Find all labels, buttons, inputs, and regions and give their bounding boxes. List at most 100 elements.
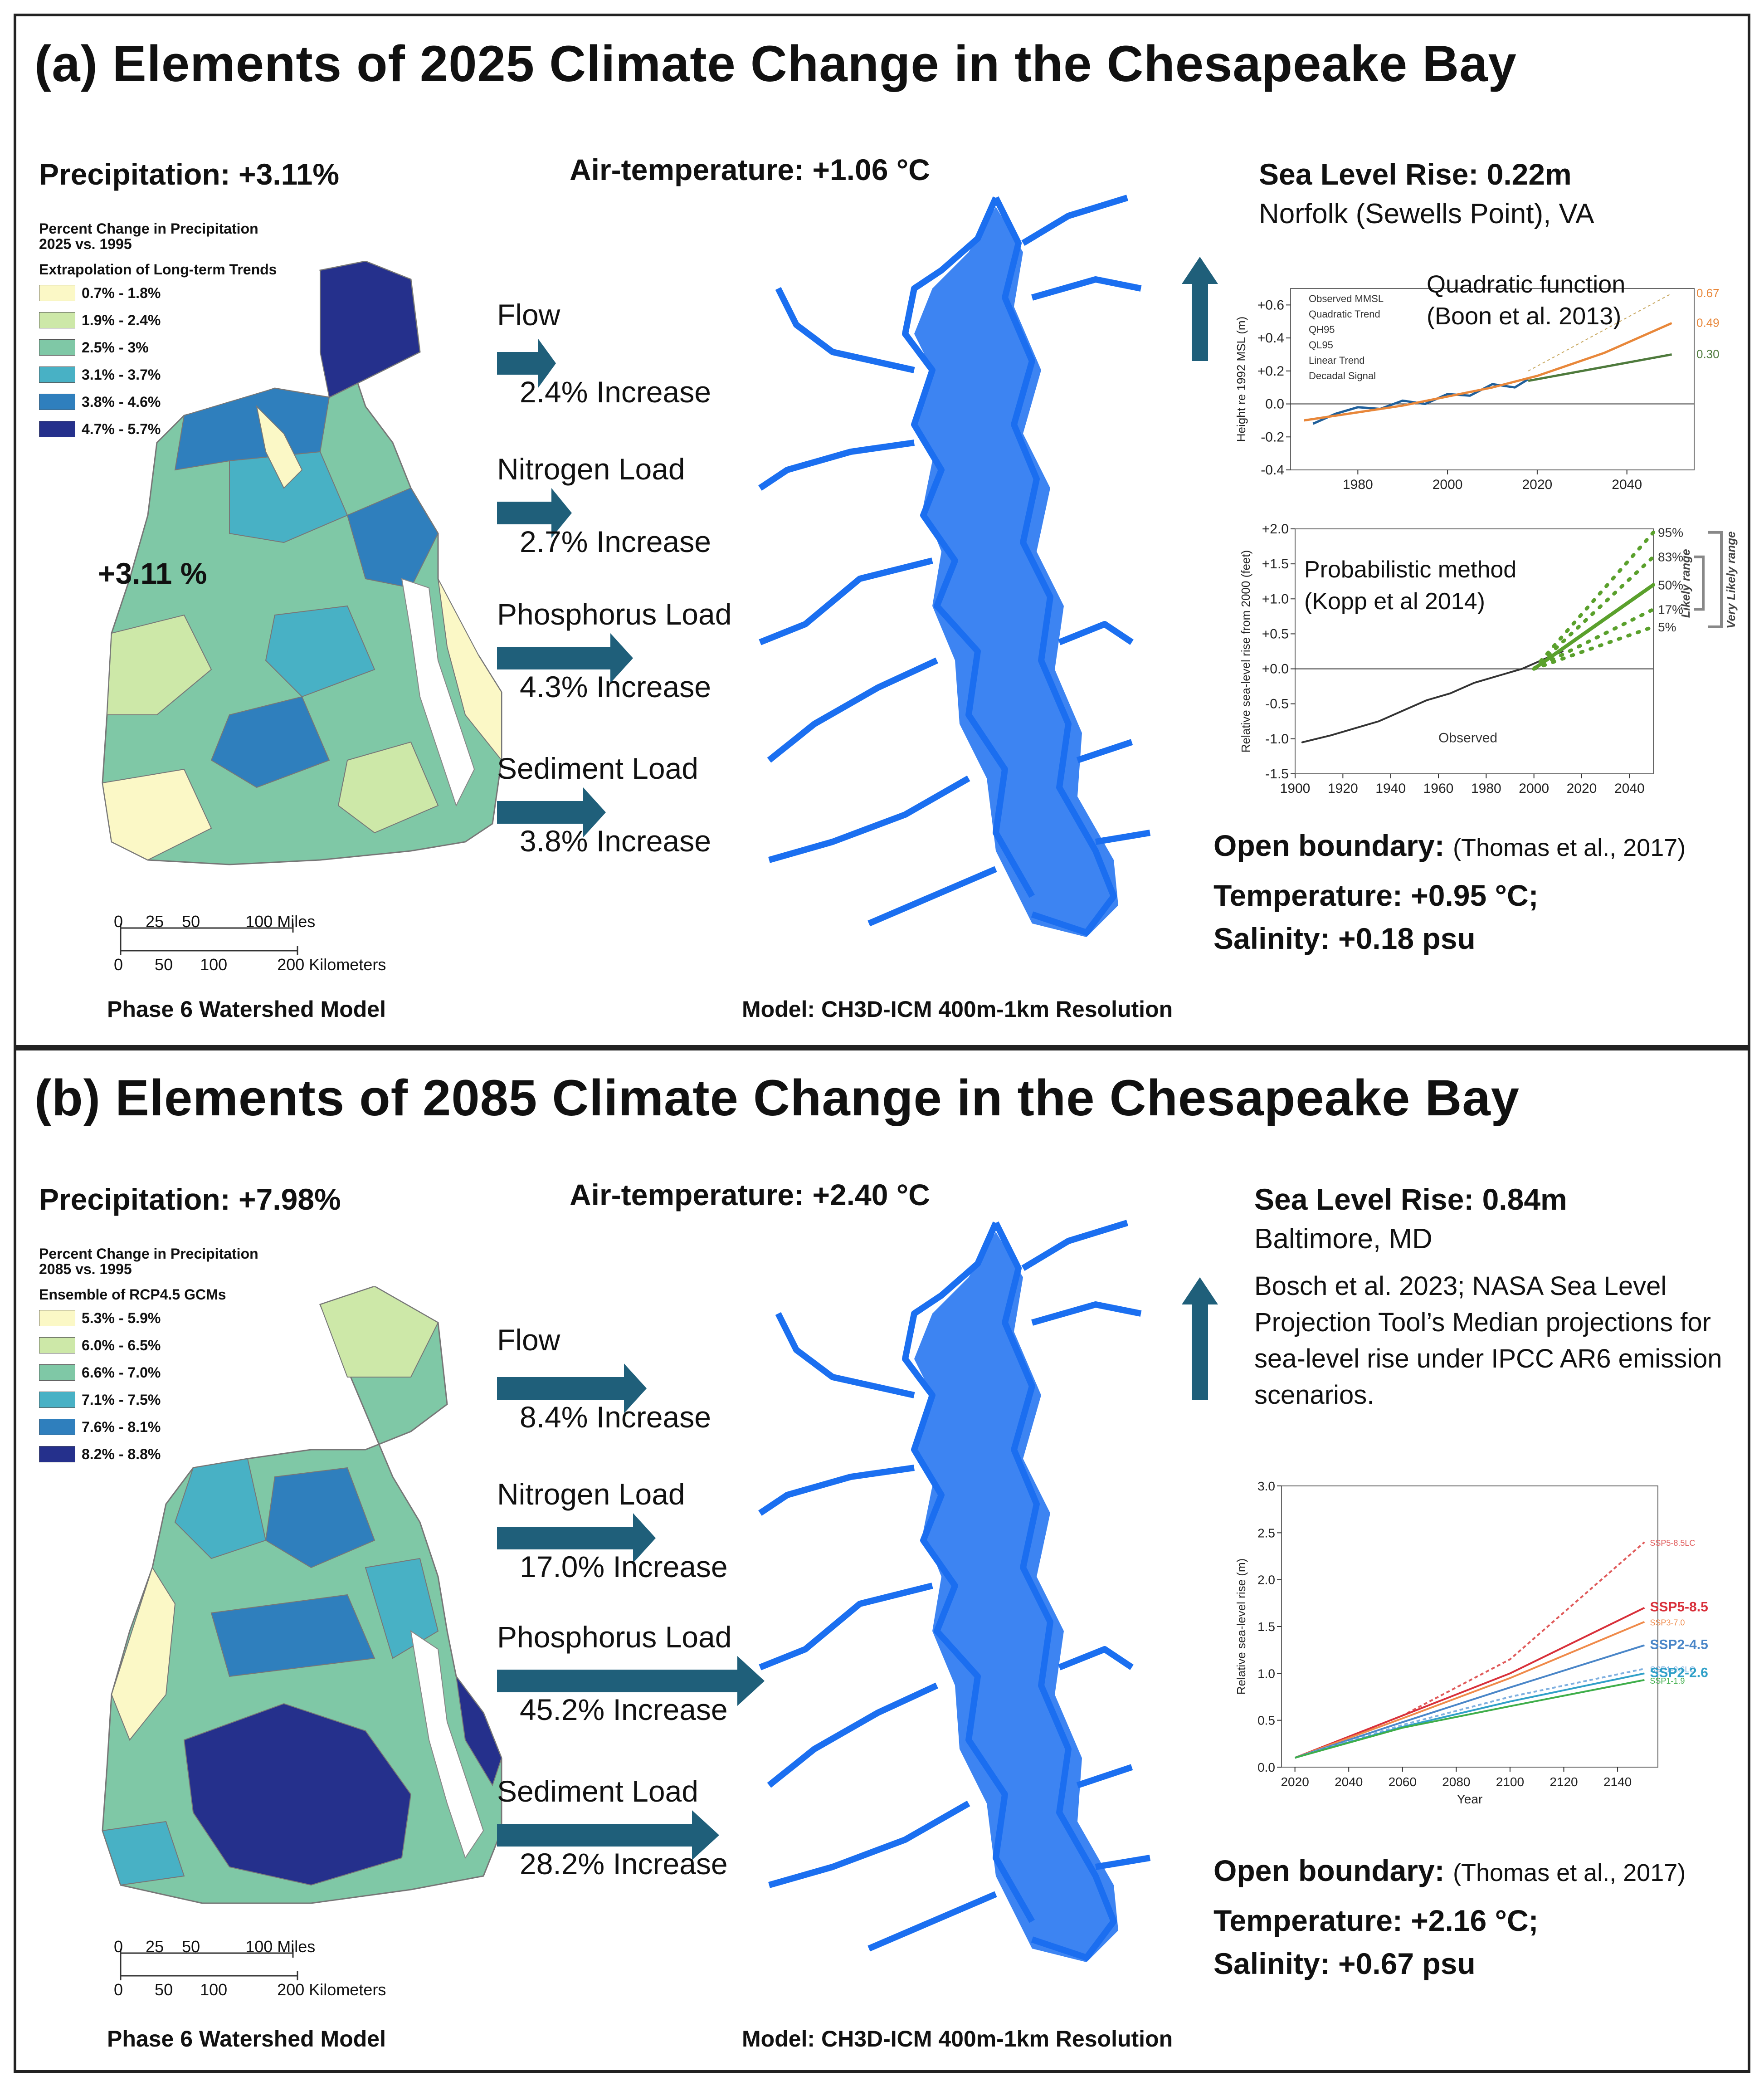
load-name-flow-b: Flow [497,1323,560,1357]
temperature-a: Temperature: +0.95 °C; [1213,879,1539,912]
x-tick-label: 1960 [1423,781,1454,796]
a-legend-label: 1.9% - 2.4% [82,312,161,328]
series-line [1294,1541,1645,1759]
b-legend-label: 7.1% - 7.5% [82,1391,161,1408]
series-label: SSP5-8.5LC [1650,1539,1695,1548]
load-name-sediment-a: Sediment Load [497,752,698,785]
scale-bar-b [120,1949,298,1980]
series-line [1532,583,1655,671]
series-label: SSP1-2.6LC [1650,1665,1695,1674]
open-boundary-b: Open boundary: (Thomas et al., 2017) [1213,1854,1686,1887]
y-tick-label: 0.0 [1265,397,1284,412]
b-legend-label: 8.2% - 8.8% [82,1446,161,1462]
panel-b: (b) Elements of 2085 Climate Change in t… [14,1048,1750,2073]
x-tick-label: 2020 [1281,1775,1309,1789]
b-legend-item: 7.6% - 8.1% [39,1418,161,1436]
slr-location-b: Baltimore, MD [1254,1223,1433,1255]
x-tick-label: 2040 [1614,781,1645,796]
slr-title-b: Sea Level Rise: 0.84m [1254,1182,1567,1216]
arrow-flow-b [497,1363,647,1413]
watershed-map-a [102,261,502,865]
load-name-nitrogen-a: Nitrogen Load [497,452,685,486]
x-tick-label: 2120 [1550,1775,1578,1789]
arrow-flow-a [497,338,556,388]
map-title-b2: 2085 vs. 1995 [39,1261,132,1277]
end-label: 0.30 [1696,347,1720,361]
a-legend-item: 4.7% - 5.7% [39,420,161,438]
very-likely-bracket [1708,531,1723,628]
scale-miles-a: 0 25 50 100 Miles [114,912,316,931]
x-tick-label: 1980 [1343,477,1373,492]
end-label: 0.67 [1696,286,1720,300]
y-tick-label: -1.5 [1265,767,1289,782]
panel-b-title: (b) Elements of 2085 Climate Change in t… [34,1070,1520,1126]
b-legend-item: 6.6% - 7.0% [39,1363,161,1382]
y-axis-label: Relative sea-level rise (m) [1234,1558,1248,1695]
y-tick-label: 1.5 [1257,1620,1275,1634]
arrow-nitrogen-b [497,1513,656,1563]
series-line [1532,607,1655,671]
a-legend-label: 2.5% - 3% [82,339,149,356]
observed-annotation: Observed [1438,731,1497,746]
x-tick-label: 2040 [1335,1775,1363,1789]
y-tick-label: +0.5 [1262,626,1289,641]
x-tick-label: 2000 [1433,477,1463,492]
percentile-label: 50% [1658,578,1683,592]
arrow-sediment-a [497,787,606,837]
x-tick-label: 2140 [1603,1775,1632,1789]
percentile-label: 95% [1658,526,1683,540]
b-legend-swatch [39,1364,75,1381]
series-line [1295,1668,1645,1759]
y-tick-label: +0.0 [1262,662,1289,677]
series-line [1295,1672,1645,1759]
model-caption-a: Model: CH3D-ICM 400m-1km Resolution [742,997,1173,1022]
arrow-sediment-b [497,1810,719,1860]
bay-grid-a [758,195,1151,937]
percentile-label: 5% [1658,620,1676,634]
open-boundary-a: Open boundary: (Thomas et al., 2017) [1213,829,1686,862]
load-name-phosphorus-b: Phosphorus Load [497,1620,732,1654]
load-name-nitrogen-b: Nitrogen Load [497,1477,685,1511]
y-tick-label: +0.6 [1257,298,1284,313]
series-line [1304,322,1672,422]
y-tick-label: +1.5 [1262,557,1289,572]
a-legend-swatch [39,285,75,301]
load-value-nitrogen-b: 17.0% Increase [520,1550,728,1583]
bay-grid-b [758,1220,1151,1962]
x-tick-label: 2100 [1496,1775,1524,1789]
a-legend-swatch [39,421,75,437]
b-legend-label: 7.6% - 8.1% [82,1418,161,1435]
a-legend-item: 1.9% - 2.4% [39,311,161,329]
percentile-label: 83% [1658,550,1683,564]
scale-miles-b: 0 25 50 100 Miles [114,1937,316,1956]
x-tick-label: 1980 [1471,781,1501,796]
y-tick-label: -0.4 [1261,463,1284,478]
a-legend-swatch [39,339,75,356]
very-likely-range-label: Very Likely range [1724,531,1738,628]
a-legend-item: 2.5% - 3% [39,338,149,357]
legend-entry: QL95 [1309,339,1333,351]
air-temp-b: Air-temperature: +2.40 °C [570,1178,930,1212]
b-legend-swatch [39,1337,75,1353]
legend-entry: Quadratic Trend [1309,308,1380,320]
quad-label-a1: Quadratic function [1427,271,1626,298]
a-legend-swatch [39,312,75,328]
y-tick-label: 2.0 [1257,1573,1275,1587]
b-legend-label: 6.6% - 7.0% [82,1364,161,1381]
load-value-sediment-b: 28.2% Increase [520,1847,728,1881]
load-name-sediment-b: Sediment Load [497,1774,698,1808]
a-legend-label: 3.8% - 4.6% [82,393,161,410]
map-title-b1: Percent Change in Precipitation [39,1246,258,1262]
x-tick-label: 1940 [1375,781,1406,796]
load-value-flow-a: 2.4% Increase [520,375,711,409]
y-tick-label: +0.4 [1257,331,1284,346]
plot-frame [1290,288,1695,470]
load-value-sediment-a: 3.8% Increase [520,824,711,858]
watershed-caption-b: Phase 6 Watershed Model [107,2026,386,2052]
y-tick-label: 0.5 [1257,1714,1275,1728]
a-legend-swatch [39,394,75,410]
legend-entry: QH95 [1309,324,1335,335]
y-tick-label: +2.0 [1262,522,1289,537]
y-tick-label: -1.0 [1265,732,1289,747]
b-legend-swatch [39,1310,75,1326]
